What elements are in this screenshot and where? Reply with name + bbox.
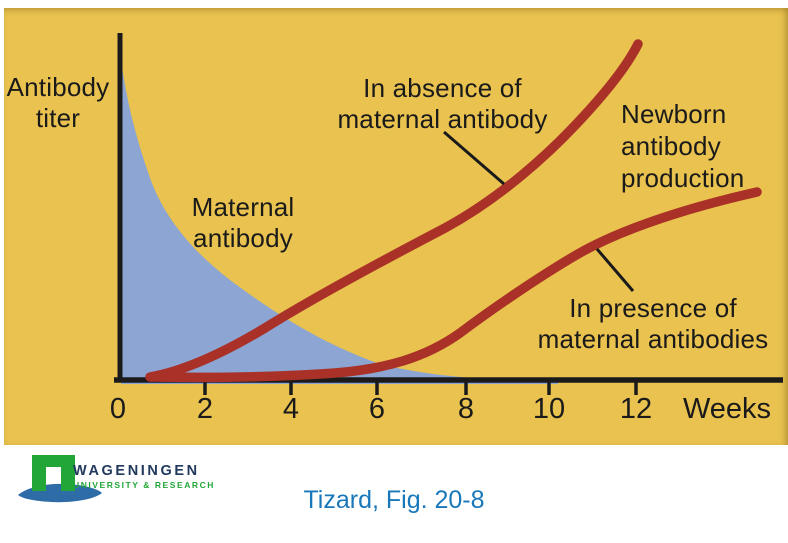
absence-annotation-line1: In absence of — [363, 73, 522, 103]
logo-title: WAGENINGEN — [73, 463, 200, 479]
y-axis-label-line2: titer — [35, 103, 81, 133]
x-tick-label-8: 8 — [457, 393, 475, 425]
maternal-antibody-label-line1: Maternal — [191, 192, 295, 222]
presence-annotation-line2: maternal antibodies — [537, 324, 769, 354]
presence-annotation-label: In presence of maternal antibodies — [528, 293, 778, 355]
slide-footer: WAGENINGEN UNIVERSITY & RESEARCH Tizard,… — [0, 445, 788, 543]
y-axis-label: Antibody titer — [6, 72, 110, 134]
logo-arch-icon — [32, 455, 75, 491]
x-tick-label-0: 0 — [109, 393, 127, 425]
figure-panel: Antibody titer Maternal antibody In abse… — [4, 8, 788, 445]
absence-annotation-line2: maternal antibody — [337, 104, 548, 134]
x-tick-label-4: 4 — [282, 393, 300, 425]
x-tick-label-6: 6 — [368, 393, 386, 425]
pointer-line-absence — [443, 130, 505, 186]
x-tick-label-10: 10 — [532, 393, 566, 425]
x-tick-label-2: 2 — [196, 393, 214, 425]
newborn-production-line1: Newborn — [621, 99, 727, 129]
figure-caption: Tizard, Fig. 20-8 — [303, 486, 485, 514]
maternal-antibody-area — [121, 60, 558, 384]
wageningen-logo-mark — [18, 455, 102, 503]
curve-absence-of-maternal-antibody — [145, 39, 643, 382]
presence-annotation-line1: In presence of — [569, 293, 737, 323]
newborn-production-line2: antibody — [621, 131, 721, 161]
newborn-production-label: Newborn antibody production — [621, 98, 771, 194]
logo-subtitle: UNIVERSITY & RESEARCH — [73, 480, 215, 490]
pointer-line-presence — [595, 248, 635, 292]
wageningen-logo: WAGENINGEN UNIVERSITY & RESEARCH — [15, 446, 230, 503]
maternal-antibody-label-line2: antibody — [193, 223, 293, 253]
x-tick-marks — [203, 382, 638, 395]
curve-presence-of-maternal-antibodies — [146, 187, 762, 383]
absence-annotation-label: In absence of maternal antibody — [325, 73, 560, 135]
x-tick-label-12: 12 — [619, 393, 653, 425]
y-axis-label-line1: Antibody — [6, 72, 110, 102]
x-axis-unit-label: Weeks — [682, 393, 772, 425]
newborn-production-line3: production — [621, 163, 745, 193]
maternal-antibody-label: Maternal antibody — [178, 192, 308, 254]
